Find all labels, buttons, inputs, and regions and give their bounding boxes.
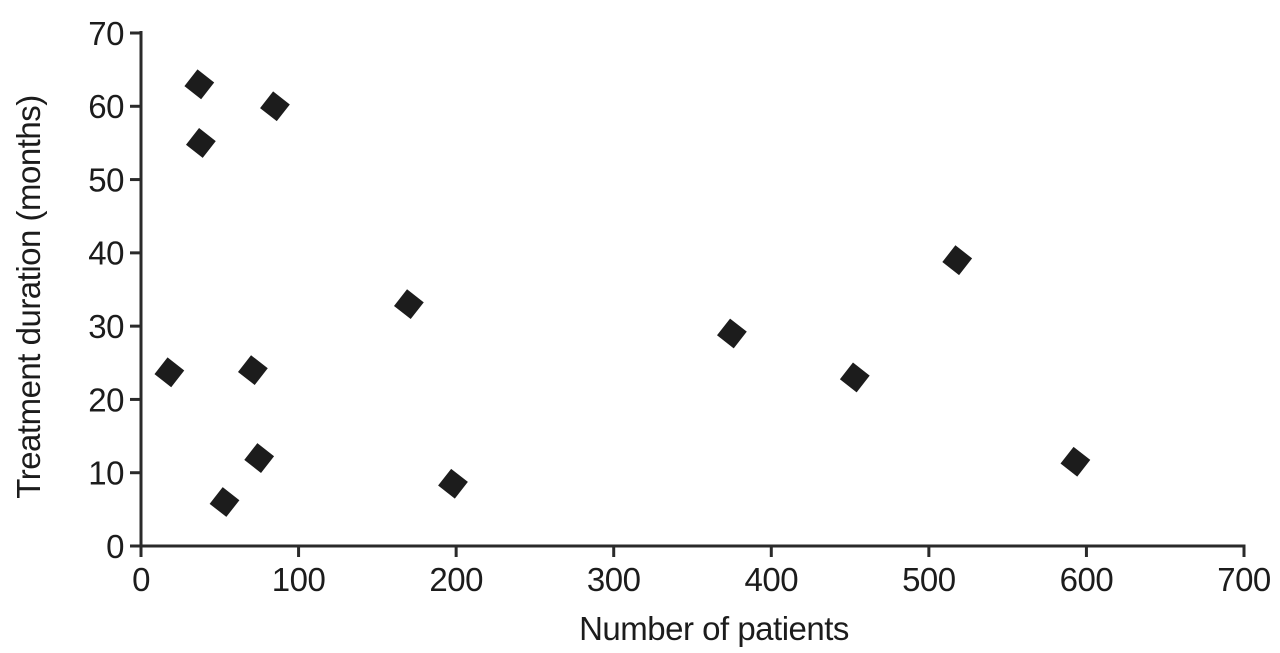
data-points	[154, 69, 1091, 517]
data-point-diamond	[839, 362, 870, 393]
x-tick-label: 200	[429, 561, 483, 598]
axes	[139, 31, 1246, 548]
data-point-diamond	[393, 289, 424, 320]
data-point-diamond	[154, 357, 185, 388]
y-tick-label: 70	[88, 15, 124, 52]
data-point-diamond	[717, 318, 747, 349]
x-tick-label: 100	[272, 561, 326, 598]
x-axis-label: Number of patients	[579, 610, 849, 647]
y-tick-label: 30	[88, 308, 124, 345]
y-tick-label: 20	[88, 381, 124, 418]
data-point-diamond	[1060, 446, 1091, 477]
data-point-diamond	[209, 487, 240, 517]
x-tick-label: 600	[1060, 561, 1114, 598]
x-tick-label: 400	[745, 561, 799, 598]
y-tick-label: 10	[88, 455, 124, 492]
x-tick-label: 700	[1217, 561, 1271, 598]
data-point-diamond	[184, 69, 215, 100]
y-tick-label: 50	[88, 161, 124, 198]
x-tick-label: 0	[132, 561, 150, 598]
data-point-diamond	[942, 245, 973, 276]
data-point-diamond	[260, 91, 290, 122]
data-point-diamond	[244, 443, 275, 473]
x-tick-label: 300	[587, 561, 641, 598]
x-axis-ticks: 0 100 200 300 400 500 600 700	[132, 546, 1271, 598]
data-point-diamond	[438, 468, 468, 499]
y-tick-label: 60	[88, 88, 124, 125]
y-tick-label: 40	[88, 235, 124, 272]
y-tick-label: 0	[106, 528, 124, 565]
y-axis-ticks: 0 10 20 30 40 50 60 70	[88, 15, 141, 565]
x-tick-label: 500	[902, 561, 956, 598]
data-point-diamond	[237, 355, 268, 386]
y-axis-label: Treatment duration (months)	[10, 95, 47, 498]
data-point-diamond	[185, 128, 216, 158]
